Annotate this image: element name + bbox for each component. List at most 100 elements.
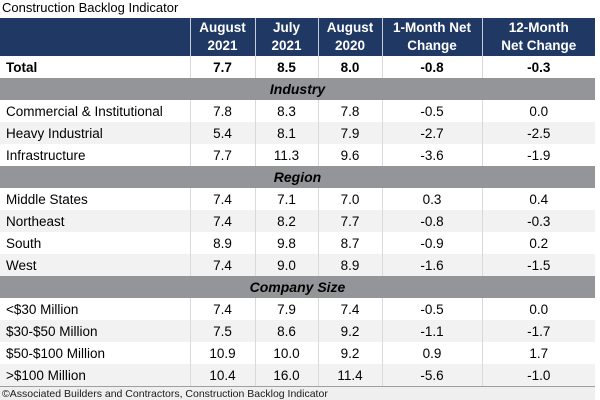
value-cell: -0.8	[381, 56, 482, 78]
value-cell: 7.7	[189, 56, 255, 78]
value-cell: 5.4	[189, 122, 255, 144]
column-header-line: 2020	[334, 38, 366, 53]
column-header: 1-Month Net Change	[381, 18, 482, 56]
table-row: West 7.4 9.0 8.9 -1.6 -1.5	[0, 254, 595, 276]
row-label: $30-$50 Million	[0, 320, 190, 342]
value-cell: 0.4	[481, 188, 595, 210]
page-title: Construction Backlog Indicator	[2, 0, 179, 15]
column-header: August 2021	[189, 18, 255, 56]
value-cell: 8.0	[317, 56, 382, 78]
value-cell: -2.5	[481, 122, 595, 144]
value-cell: -1.9	[481, 144, 595, 166]
value-cell: -0.8	[381, 210, 482, 232]
value-cell: 7.4	[189, 254, 255, 276]
value-cell: 7.8	[189, 100, 255, 122]
value-cell: -1.1	[381, 320, 482, 342]
value-cell: 11.3	[254, 144, 318, 166]
row-label: <$30 Million	[6, 301, 79, 317]
table-row: South 8.9 9.8 8.7 -0.9 0.2	[0, 232, 595, 254]
value-cell: -0.9	[381, 232, 482, 254]
value-cell: -0.5	[381, 298, 482, 320]
table-row: Northeast 7.4 8.2 7.7 -0.8 -0.3	[0, 210, 595, 232]
column-header: July 2021	[254, 18, 318, 56]
table-row: Infrastructure 7.7 11.3 9.6 -3.6 -1.9	[0, 144, 595, 166]
source-attribution: ©Associated Builders and Contractors, Co…	[0, 387, 595, 400]
value-cell: 0.0	[481, 298, 595, 320]
value-cell: 9.0	[254, 254, 318, 276]
value-cell: -1.6	[381, 254, 482, 276]
row-label: Heavy Industrial	[0, 122, 190, 144]
row-label: Total	[6, 59, 38, 75]
value-cell: -1.7	[481, 320, 595, 342]
column-header-line: August	[326, 20, 374, 36]
value-cell: -1.5	[481, 254, 595, 276]
table-row: $50-$100 Million 10.9 10.0 9.2 0.9 1.7	[0, 342, 595, 364]
value-cell: -5.6	[381, 364, 482, 387]
table-row: >$100 Million 10.4 16.0 11.4 -5.6 -1.0	[0, 364, 595, 387]
value-cell: 8.9	[317, 254, 382, 276]
value-cell: 9.8	[254, 232, 318, 254]
value-cell: 8.9	[189, 232, 255, 254]
value-cell: 8.3	[254, 100, 318, 122]
value-cell: 8.6	[254, 320, 318, 342]
value-cell: 7.7	[189, 144, 255, 166]
value-cell: 10.0	[254, 342, 318, 364]
corner-header-cell	[0, 18, 190, 56]
table-row: <$30 Million 7.4 7.9 7.4 -0.5 0.0	[0, 298, 595, 320]
value-cell: 1.7	[481, 342, 595, 364]
column-header-line: 2021	[207, 38, 238, 53]
row-label: Middle States	[6, 191, 88, 207]
value-cell: 9.6	[317, 144, 382, 166]
column-header-line: 1-Month Net	[393, 20, 471, 36]
row-label: >$100 Million	[0, 364, 190, 387]
value-cell: 16.0	[254, 364, 318, 387]
value-cell: 11.4	[317, 364, 382, 387]
column-header-line: July	[272, 20, 300, 36]
table-row: $30-$50 Million 7.5 8.6 9.2 -1.1 -1.7	[0, 320, 595, 342]
value-cell: 8.7	[317, 232, 382, 254]
table-body: Total 7.7 8.5 8.0 -0.8 -0.3 Industry Commercial…	[0, 56, 595, 387]
value-cell: 7.4	[189, 188, 255, 210]
value-cell: 7.4	[317, 298, 382, 320]
row-label: South	[6, 235, 42, 251]
column-header: 12-Month Net Change	[481, 18, 595, 56]
column-header-line: 12-Month	[508, 20, 569, 36]
row-label: $50-$100 Million	[6, 345, 106, 361]
table-row: Heavy Industrial 5.4 8.1 7.9 -2.7 -2.5	[0, 122, 595, 144]
value-cell: -0.5	[381, 100, 482, 122]
value-cell: 7.4	[189, 298, 255, 320]
value-cell: 7.7	[317, 210, 382, 232]
backlog-table: August 2021 July 2021 August 2020 1-Month Net C…	[0, 18, 595, 387]
value-cell: -0.3	[481, 210, 595, 232]
value-cell: 7.4	[189, 210, 255, 232]
column-header-line: 2021	[271, 38, 302, 53]
row-label: Commercial & Institutional	[6, 103, 163, 119]
value-cell: -0.3	[481, 56, 595, 78]
total-row: Total 7.7 8.5 8.0 -0.8 -0.3	[0, 56, 595, 78]
value-cell: -3.6	[381, 144, 482, 166]
value-cell: 10.4	[189, 364, 255, 387]
value-cell: 7.5	[189, 320, 255, 342]
value-cell: 7.0	[317, 188, 382, 210]
column-header-line: Net Change	[501, 38, 577, 53]
value-cell: 7.1	[254, 188, 318, 210]
value-cell: -2.7	[381, 122, 482, 144]
section-row: Region	[0, 166, 595, 188]
value-cell: 9.2	[317, 320, 382, 342]
value-cell: 9.2	[317, 342, 382, 364]
value-cell: 8.5	[254, 56, 318, 78]
value-cell: 8.2	[254, 210, 318, 232]
section-row: Company Size	[0, 276, 595, 298]
value-cell: 0.0	[481, 100, 595, 122]
value-cell: 7.9	[317, 122, 382, 144]
value-cell: 7.8	[317, 100, 382, 122]
value-cell: 0.3	[381, 188, 482, 210]
row-label: Northeast	[0, 210, 190, 232]
value-cell: 10.9	[189, 342, 255, 364]
value-cell: -1.0	[481, 364, 595, 387]
table-row: Middle States 7.4 7.1 7.0 0.3 0.4	[0, 188, 595, 210]
value-cell: 0.9	[381, 342, 482, 364]
section-label: Region	[0, 166, 595, 188]
column-header-line: Change	[407, 38, 457, 53]
table-row: Commercial & Institutional 7.8 8.3 7.8 -0.5 0…	[0, 100, 595, 122]
